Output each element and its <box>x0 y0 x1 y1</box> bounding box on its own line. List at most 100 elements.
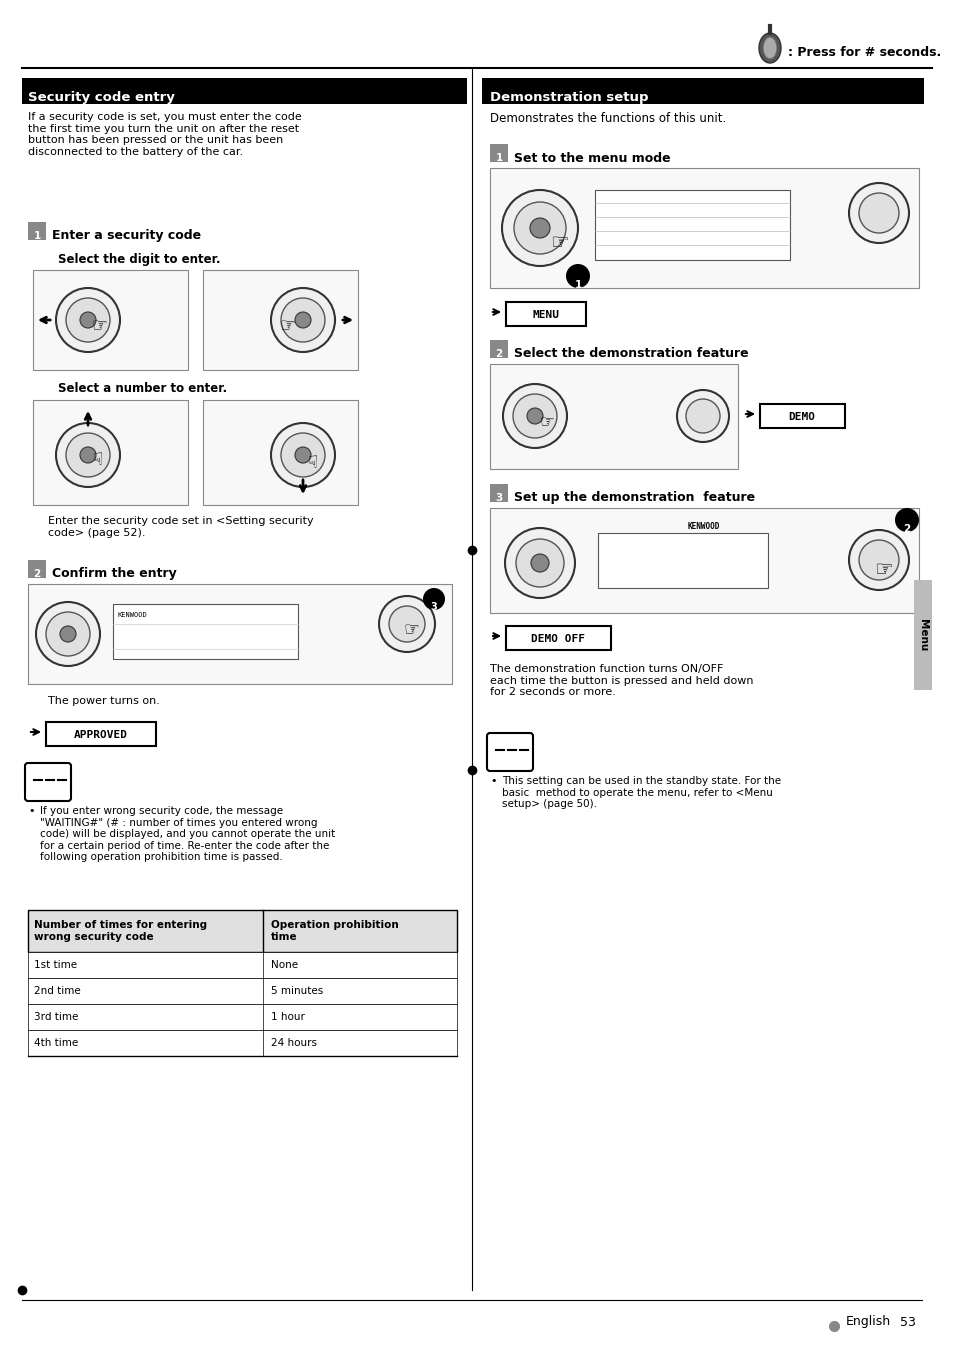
Text: 2: 2 <box>33 569 41 580</box>
Circle shape <box>389 607 424 642</box>
FancyBboxPatch shape <box>25 764 71 802</box>
Text: ☟: ☟ <box>308 454 317 473</box>
Text: If a security code is set, you must enter the code
the first time you turn the u: If a security code is set, you must ente… <box>28 112 301 157</box>
Text: None: None <box>271 960 297 969</box>
Ellipse shape <box>762 37 776 60</box>
FancyBboxPatch shape <box>486 733 533 770</box>
Text: Enter a security code: Enter a security code <box>52 229 201 242</box>
Text: Set to the menu mode: Set to the menu mode <box>514 152 670 164</box>
Text: 3: 3 <box>430 603 436 612</box>
Circle shape <box>56 422 120 487</box>
Text: The power turns on.: The power turns on. <box>48 696 160 705</box>
Circle shape <box>848 183 908 242</box>
Circle shape <box>66 298 110 343</box>
Bar <box>28 222 46 240</box>
Text: Demonstrates the functions of this unit.: Demonstrates the functions of this unit. <box>490 112 725 125</box>
Bar <box>112 604 297 659</box>
Text: 2: 2 <box>902 524 910 533</box>
Bar <box>28 561 46 578</box>
Circle shape <box>848 529 908 590</box>
Text: Select a number to enter.: Select a number to enter. <box>58 382 227 395</box>
Text: 4th time: 4th time <box>34 1039 78 1048</box>
Text: 1: 1 <box>574 280 581 290</box>
Bar <box>203 399 357 505</box>
Bar <box>490 364 738 468</box>
Bar <box>481 79 923 104</box>
Circle shape <box>530 218 550 238</box>
Text: 1: 1 <box>495 153 502 162</box>
Text: ☞: ☞ <box>874 561 892 580</box>
Text: 3rd time: 3rd time <box>34 1011 78 1022</box>
Bar <box>28 584 452 684</box>
Circle shape <box>513 394 557 437</box>
Bar <box>490 168 918 288</box>
Text: 1st time: 1st time <box>34 960 77 969</box>
Text: Operation prohibition
time: Operation prohibition time <box>271 919 398 941</box>
Text: MENU: MENU <box>532 310 558 320</box>
Text: ☞: ☞ <box>91 315 108 334</box>
Circle shape <box>685 399 720 433</box>
Circle shape <box>294 447 311 463</box>
Bar <box>28 952 456 978</box>
Bar <box>28 910 456 952</box>
Text: DEMO OFF: DEMO OFF <box>531 634 584 645</box>
Bar <box>913 580 931 691</box>
Text: ☞: ☞ <box>539 413 554 431</box>
Text: 2nd time: 2nd time <box>34 986 81 997</box>
Text: 3: 3 <box>495 493 502 502</box>
Text: Demonstration setup: Demonstration setup <box>490 91 648 103</box>
Bar <box>598 533 767 588</box>
Bar <box>28 1005 456 1030</box>
Circle shape <box>858 194 898 233</box>
Circle shape <box>271 288 335 352</box>
Circle shape <box>531 554 548 571</box>
Text: : Press for # seconds.: : Press for # seconds. <box>787 46 941 58</box>
Text: Select the demonstration feature: Select the demonstration feature <box>514 348 748 360</box>
Text: 53: 53 <box>900 1316 915 1328</box>
Circle shape <box>281 433 325 477</box>
Text: The demonstration function turns ON/OFF
each time the button is pressed and held: The demonstration function turns ON/OFF … <box>490 663 753 697</box>
Circle shape <box>514 202 565 255</box>
Text: APPROVED: APPROVED <box>74 730 128 741</box>
Text: ☞: ☞ <box>279 315 295 334</box>
Circle shape <box>894 508 918 532</box>
Text: •: • <box>28 806 34 816</box>
Bar <box>490 508 918 613</box>
Circle shape <box>422 588 444 611</box>
Circle shape <box>502 385 566 448</box>
Bar <box>33 399 188 505</box>
Text: ☟: ☟ <box>92 451 103 468</box>
Bar <box>490 483 507 502</box>
Text: KENWOOD: KENWOOD <box>687 523 720 531</box>
Circle shape <box>60 626 76 642</box>
Text: Number of times for entering
wrong security code: Number of times for entering wrong secur… <box>34 919 207 941</box>
Text: Enter the security code set in <Setting security
code> (page 52).: Enter the security code set in <Setting … <box>48 516 314 538</box>
Circle shape <box>504 528 575 598</box>
Circle shape <box>66 433 110 477</box>
Circle shape <box>281 298 325 343</box>
Circle shape <box>526 408 542 424</box>
Circle shape <box>80 311 96 328</box>
Circle shape <box>501 190 578 265</box>
Text: Security code entry: Security code entry <box>28 91 174 103</box>
Text: 5 minutes: 5 minutes <box>271 986 323 997</box>
Bar <box>760 403 844 428</box>
Text: DEMO: DEMO <box>788 412 815 422</box>
Bar <box>46 722 156 746</box>
Text: 2: 2 <box>495 349 502 359</box>
Bar <box>595 190 789 260</box>
Text: ☞: ☞ <box>550 233 569 253</box>
Text: This setting can be used in the standby state. For the
basic  method to operate : This setting can be used in the standby … <box>501 776 781 810</box>
Text: Select the digit to enter.: Select the digit to enter. <box>58 253 220 265</box>
Text: Confirm the entry: Confirm the entry <box>52 567 176 581</box>
Circle shape <box>294 311 311 328</box>
Text: ☞: ☞ <box>403 620 419 638</box>
Circle shape <box>378 596 435 653</box>
Bar <box>22 79 467 104</box>
Circle shape <box>565 264 589 288</box>
Circle shape <box>858 540 898 580</box>
Bar <box>28 1030 456 1056</box>
Text: 1 hour: 1 hour <box>271 1011 305 1022</box>
Bar <box>490 340 507 357</box>
Text: If you enter wrong security code, the message
"WAITING#" (# : number of times yo: If you enter wrong security code, the me… <box>40 806 335 862</box>
